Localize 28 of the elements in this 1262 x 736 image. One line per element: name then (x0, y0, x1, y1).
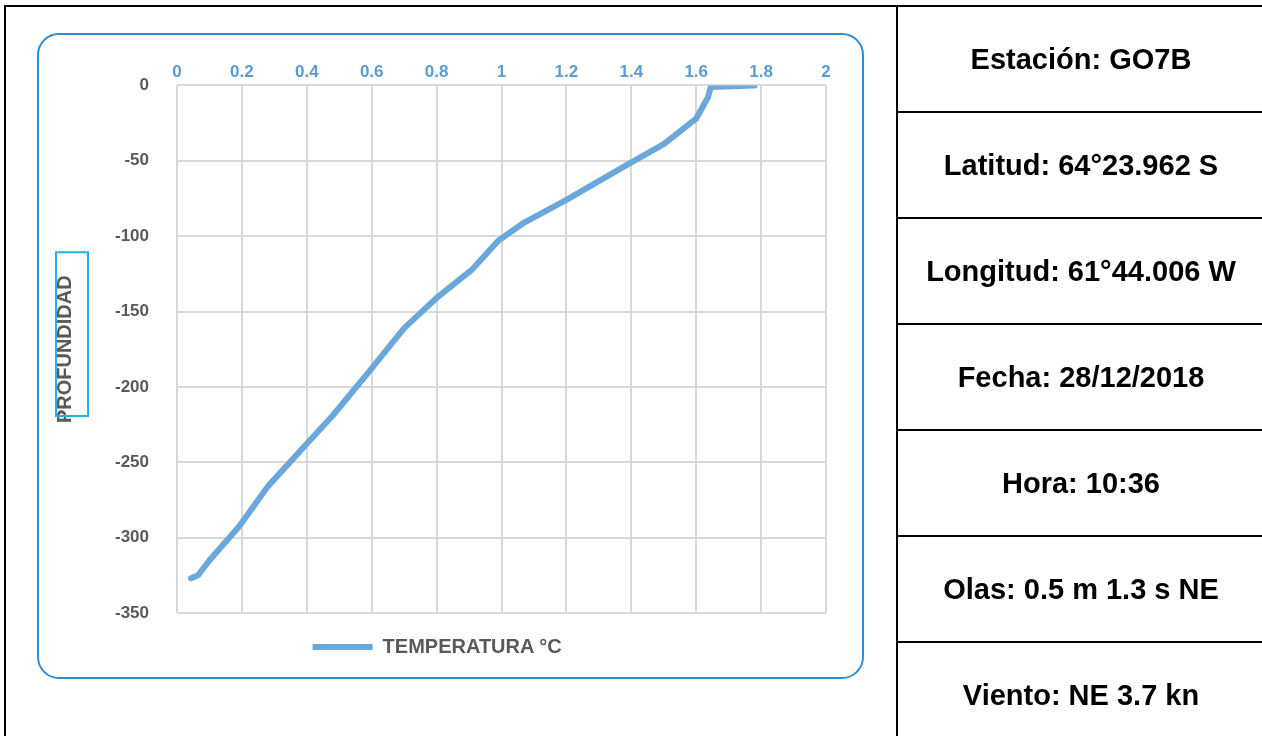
y-tick-label: -50 (124, 150, 150, 170)
text: Fecha: 28/12/2018 (898, 325, 1262, 431)
x-tick-label: 0 (172, 61, 182, 81)
y-axis-title: PROFUNDIDAD (52, 275, 75, 424)
x-tick-label: 0.4 (295, 61, 320, 81)
x-tick-label: 0.6 (359, 61, 384, 81)
x-tick-label: 2 (821, 61, 831, 81)
x-tick-label: 0.8 (424, 61, 449, 81)
text: Estación: GO7B (898, 7, 1262, 113)
x-tick-label: 1 (496, 61, 507, 81)
x-tick-label: 1.8 (749, 61, 773, 81)
y-tick-label: -250 (114, 451, 150, 471)
text: Viento: NE 3.7 kn (898, 643, 1262, 736)
y-tick-label: -100 (114, 225, 150, 245)
text: Hora: 10:36 (898, 431, 1262, 537)
text: Olas: 0.5 m 1.3 s NE (898, 537, 1262, 643)
y-tick-label: -350 (114, 602, 150, 622)
x-tick-label: 1.4 (619, 61, 644, 81)
y-tick-label: 0 (139, 75, 150, 95)
x-tick-label: 1.6 (684, 61, 709, 81)
x-tick-label: 1.2 (554, 61, 579, 81)
legend-label: TEMPERATURA °C (382, 634, 562, 657)
y-tick-label: -300 (114, 527, 150, 547)
y-tick-label: -200 (114, 376, 150, 396)
text: Longitud: 61°44.006 W (898, 219, 1262, 325)
y-tick-label: -150 (114, 301, 150, 321)
x-tick-label: 0.2 (230, 61, 254, 81)
text: Latitud: 64°23.962 S (898, 113, 1262, 219)
